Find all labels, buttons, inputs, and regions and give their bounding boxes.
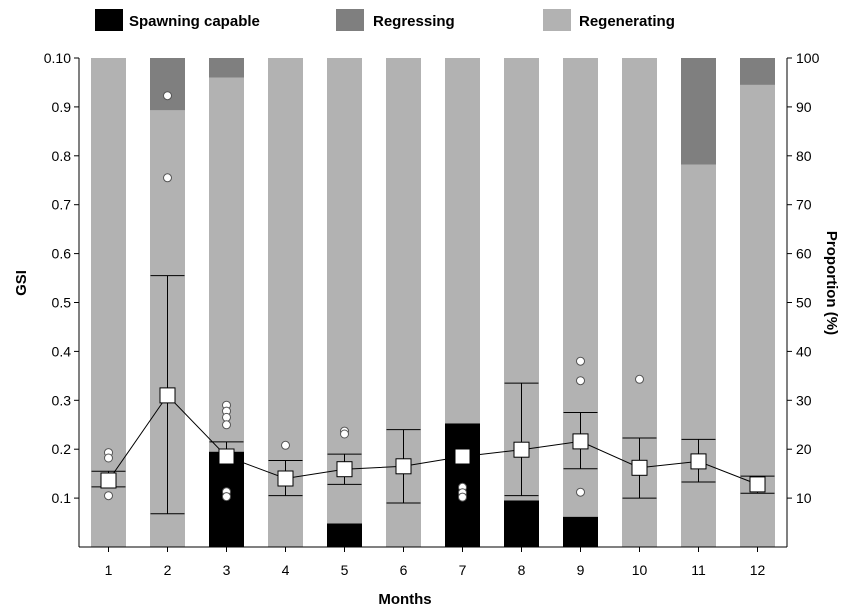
outlier-point-4-0 <box>281 440 290 450</box>
y-right-tick-label: 10 <box>796 490 812 506</box>
y-right-tick-label: 20 <box>796 441 812 457</box>
outlier-point-3-5 <box>222 492 231 502</box>
legend-swatch-spawning-capable <box>95 9 123 31</box>
axes <box>78 58 788 548</box>
y-left-tick-label: 0.3 <box>52 392 72 408</box>
x-tick-label: 12 <box>750 562 766 578</box>
legend-swatch-regenerating <box>543 9 571 31</box>
legend-label: Spawning capable <box>129 13 260 30</box>
x-tick-label: 7 <box>459 562 467 578</box>
y-left-tick-label: 0.10 <box>44 50 71 66</box>
x-tick-label: 3 <box>223 562 231 578</box>
y-right-tick-label: 60 <box>796 246 812 262</box>
bar-spawning-capable-5 <box>327 523 362 547</box>
gsi-mean-point-9 <box>572 433 589 450</box>
y-left-tick-label: 0.4 <box>52 343 72 359</box>
gsi-mean-point-7 <box>454 448 471 465</box>
x-tick-label: 8 <box>518 562 526 578</box>
gsi-mean-point-4 <box>277 470 294 487</box>
gsi-mean-point-5 <box>336 461 353 478</box>
outlier-point-2-1 <box>163 173 172 183</box>
gsi-mean-point-2 <box>159 387 176 404</box>
gsi-mean-point-8 <box>513 441 530 458</box>
gsi-mean-point-6 <box>395 458 412 475</box>
y-right-tick-label: 30 <box>796 392 812 408</box>
outlier-point-1-2 <box>104 491 113 501</box>
outlier-point-1-1 <box>104 453 113 463</box>
legend: Spawning capable Regressing Regenerating <box>95 9 675 31</box>
x-axis-title: Months <box>378 591 431 607</box>
outlier-point-9-0 <box>576 356 585 366</box>
bar-regenerating-3 <box>209 77 244 452</box>
x-tick-label: 2 <box>164 562 172 578</box>
outlier-point-9-1 <box>576 376 585 386</box>
y-left-tick-label: 0.6 <box>52 246 72 262</box>
bar-regressing-11 <box>681 58 716 165</box>
y-right-tick-label: 90 <box>796 99 812 115</box>
y-right-tick-label: 80 <box>796 148 812 164</box>
bar-regenerating-12 <box>740 84 775 548</box>
x-tick-label: 9 <box>577 562 585 578</box>
bar-regenerating-5 <box>327 58 362 524</box>
outlier-point-3-2 <box>222 412 231 422</box>
bar-spawning-capable-9 <box>563 516 598 547</box>
x-tick-label: 4 <box>282 562 290 578</box>
x-tick-label: 10 <box>632 562 648 578</box>
legend-swatch-regressing <box>336 9 364 31</box>
gsi-layer <box>91 91 775 515</box>
legend-label: Regressing <box>373 13 455 30</box>
gsi-mean-point-11 <box>690 453 707 470</box>
gsi-mean-line <box>108 394 758 485</box>
x-tick-label: 5 <box>341 562 349 578</box>
y-axis-right-title: Proportion (%) <box>823 231 840 335</box>
outlier-point-3-3 <box>222 420 231 430</box>
y-left-tick-label: 0.9 <box>52 99 72 115</box>
bar-regenerating-11 <box>681 164 716 547</box>
y-left-tick-label: 0.5 <box>52 295 72 311</box>
gsi-mean-point-3 <box>218 448 235 465</box>
outlier-point-10-0 <box>635 374 644 384</box>
x-tick-label: 6 <box>400 562 408 578</box>
outlier-point-7-2 <box>458 492 467 502</box>
y-left-tick-label: 0.1 <box>52 490 72 506</box>
bar-regenerating-1 <box>91 58 126 547</box>
bar-regressing-2 <box>150 58 185 111</box>
outlier-point-9-2 <box>576 487 585 497</box>
y-left-tick-label: 0.2 <box>52 441 72 457</box>
bar-regenerating-7 <box>445 58 480 424</box>
gsi-mean-point-12 <box>749 476 766 493</box>
legend-label: Regenerating <box>579 13 675 30</box>
outlier-point-5-1 <box>340 429 349 439</box>
y-left-tick-label: 0.8 <box>52 148 72 164</box>
y-right-tick-label: 100 <box>796 50 820 66</box>
bars <box>91 58 775 548</box>
y-right-tick-label: 70 <box>796 197 812 213</box>
ticks: 0.1 0.2 0.3 0.4 0.5 0.6 0.7 0.8 0.9 0.10 10 20 30 40 5… <box>44 50 820 578</box>
gsi-mean-point-10 <box>631 459 648 476</box>
y-right-tick-label: 40 <box>796 343 812 359</box>
y-right-tick-label: 50 <box>796 295 812 311</box>
bar-regressing-3 <box>209 58 244 78</box>
bar-spawning-capable-8 <box>504 500 539 547</box>
gsi-mean-point-1 <box>100 472 117 489</box>
y-left-tick-label: 0.7 <box>52 197 72 213</box>
x-tick-label: 11 <box>691 562 706 578</box>
x-tick-label: 1 <box>105 562 113 578</box>
y-axis-left-title: GSI <box>13 270 30 296</box>
bar-regressing-12 <box>740 58 775 85</box>
outlier-point-2-0 <box>163 91 172 101</box>
